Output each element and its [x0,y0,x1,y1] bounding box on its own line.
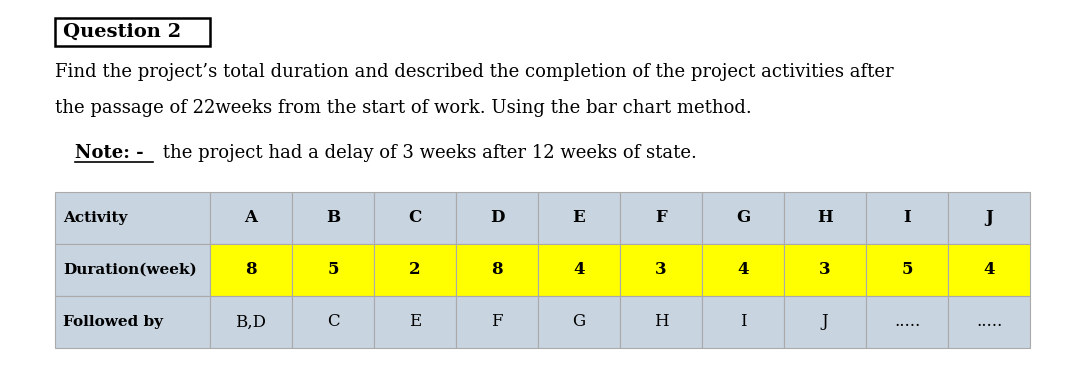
Bar [866,192,948,244]
Bar [620,192,702,244]
Text: the passage of 22weeks from the start of work. Using the bar chart method.: the passage of 22weeks from the start of… [55,99,752,117]
Text: .....: ..... [894,314,920,330]
Text: I: I [740,314,746,330]
Text: G: G [572,314,585,330]
Text: J: J [985,209,993,227]
Bar [374,244,456,296]
Text: J: J [822,314,828,330]
Bar [55,244,210,296]
Bar [55,296,210,348]
Bar [292,296,374,348]
Text: Followed by: Followed by [63,315,163,329]
Text: 3: 3 [656,262,666,278]
Bar [948,296,1030,348]
Text: H: H [653,314,669,330]
Text: B,D: B,D [235,314,267,330]
Bar [210,244,292,296]
Text: 4: 4 [573,262,584,278]
Text: Duration(week): Duration(week) [63,263,197,277]
Text: C: C [326,314,339,330]
Text: A: A [244,209,257,227]
Text: Activity: Activity [63,211,127,225]
Bar [538,296,620,348]
Bar [538,244,620,296]
Text: Note: -: Note: - [75,144,144,162]
Text: G: G [735,209,751,227]
Bar [948,192,1030,244]
Text: E: E [409,314,421,330]
Bar [456,192,538,244]
Bar [456,296,538,348]
Bar [55,192,210,244]
Text: 4: 4 [738,262,748,278]
Text: 8: 8 [491,262,503,278]
Bar [866,244,948,296]
Text: I: I [903,209,910,227]
Text: Question 2: Question 2 [63,23,181,41]
Bar [702,244,784,296]
Text: F: F [491,314,503,330]
Text: 3: 3 [820,262,831,278]
Text: .....: ..... [976,314,1002,330]
Bar [292,244,374,296]
Text: 2: 2 [409,262,421,278]
Bar [374,296,456,348]
Bar [210,296,292,348]
Text: the project had a delay of 3 weeks after 12 weeks of state.: the project had a delay of 3 weeks after… [157,144,697,162]
Text: C: C [408,209,421,227]
Bar [456,244,538,296]
Bar [702,296,784,348]
Bar [538,192,620,244]
Bar [784,296,866,348]
Bar [784,192,866,244]
Bar [784,244,866,296]
Bar [620,244,702,296]
Text: E: E [572,209,585,227]
Bar [292,192,374,244]
Bar [702,192,784,244]
Bar [374,192,456,244]
Text: D: D [489,209,504,227]
Bar [948,244,1030,296]
Text: 5: 5 [327,262,339,278]
Text: 5: 5 [901,262,913,278]
Text: F: F [656,209,666,227]
Text: B: B [326,209,340,227]
Text: Find the project’s total duration and described the completion of the project ac: Find the project’s total duration and de… [55,63,893,81]
Text: 4: 4 [983,262,995,278]
Text: H: H [818,209,833,227]
Bar [620,296,702,348]
Bar [210,192,292,244]
Bar [55,18,210,46]
Text: 8: 8 [245,262,257,278]
Bar [866,296,948,348]
